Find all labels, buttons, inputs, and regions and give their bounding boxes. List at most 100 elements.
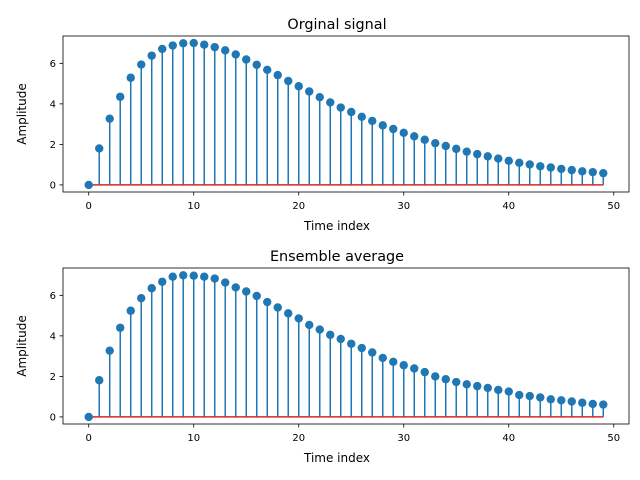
x-tick-label: 0 — [86, 201, 92, 212]
y-tick-label: 2 — [50, 140, 56, 151]
data-point — [105, 346, 114, 355]
data-point — [116, 323, 125, 332]
y-tick-label: 4 — [50, 99, 56, 110]
data-point — [263, 297, 272, 307]
data-point — [431, 372, 440, 381]
data-point — [504, 387, 513, 396]
data-point — [588, 399, 597, 409]
plot-title: Ensemble average — [270, 249, 404, 265]
data-point — [599, 168, 608, 178]
data-point — [483, 383, 492, 393]
data-point — [84, 412, 93, 422]
data-point — [263, 65, 272, 75]
data-point — [378, 353, 387, 363]
x-tick-label: 30 — [397, 433, 410, 444]
subplot-ensemble-average: Ensemble average 0 10 20 30 40 50 0 2 4 6 Time in… — [15, 249, 630, 465]
x-axis-label: Time index — [303, 219, 370, 233]
data-point — [399, 361, 408, 370]
plot-frame — [62, 267, 630, 425]
data-point — [242, 55, 251, 64]
y-tick-label: 6 — [50, 291, 56, 302]
data-point — [578, 167, 587, 176]
data-point — [462, 147, 471, 156]
data-point — [95, 144, 104, 153]
y-axis-label: Amplitude — [15, 83, 29, 145]
x-tick-label: 10 — [187, 201, 200, 212]
x-tick-label: 20 — [292, 201, 305, 212]
data-point — [284, 76, 293, 86]
data-point — [336, 334, 345, 344]
data-point — [389, 124, 398, 134]
axis-ticks: 0 10 20 30 40 50 0 2 4 6 — [50, 59, 621, 212]
data-point — [116, 92, 125, 101]
data-point — [567, 165, 576, 175]
x-tick-label: 40 — [502, 433, 515, 444]
data-point — [315, 325, 324, 334]
subplot-original-signal: Orginal signal 0 10 20 30 40 50 0 2 4 6 Time inde… — [15, 17, 630, 233]
data-point — [599, 400, 608, 409]
data-point — [536, 162, 545, 171]
data-point — [515, 158, 524, 168]
data-point — [452, 377, 461, 387]
data-point — [231, 283, 240, 292]
data-point — [326, 330, 335, 340]
data-point — [126, 306, 135, 315]
data-point — [168, 272, 177, 281]
y-tick-label: 0 — [50, 412, 56, 423]
data-point — [494, 385, 503, 395]
data-point — [578, 398, 587, 407]
data-point — [242, 287, 251, 296]
data-point — [525, 160, 534, 169]
data-point — [441, 375, 450, 384]
data-point — [315, 92, 324, 102]
data-point — [137, 293, 146, 303]
data-point — [221, 46, 230, 55]
data-point — [515, 390, 524, 400]
data-point — [95, 376, 104, 385]
y-tick-label: 6 — [50, 59, 56, 70]
data-point — [588, 167, 597, 177]
stem-series — [84, 38, 608, 190]
data-point — [179, 39, 188, 48]
data-point — [200, 272, 209, 281]
data-point — [389, 357, 398, 367]
x-axis-label: Time index — [303, 451, 370, 465]
data-point — [494, 154, 503, 163]
data-point — [273, 303, 282, 312]
x-tick-label: 50 — [607, 433, 620, 444]
data-point — [126, 73, 135, 82]
y-tick-label: 0 — [50, 180, 56, 191]
data-point — [504, 156, 513, 165]
data-point — [557, 164, 566, 174]
data-point — [410, 364, 419, 373]
data-point — [441, 141, 450, 151]
data-point — [147, 51, 156, 60]
data-point — [336, 103, 345, 112]
x-tick-label: 30 — [397, 201, 410, 212]
data-point — [305, 87, 314, 96]
data-point — [368, 348, 377, 357]
data-point — [284, 309, 293, 318]
data-point — [84, 180, 93, 190]
y-tick-label: 4 — [50, 331, 56, 342]
data-point — [378, 121, 387, 130]
data-point — [473, 381, 482, 391]
data-point — [273, 70, 282, 80]
data-point — [326, 98, 335, 107]
data-point — [158, 277, 167, 286]
axis-ticks: 0 10 20 30 40 50 0 2 4 6 — [50, 291, 621, 444]
data-point — [347, 339, 356, 348]
data-point — [210, 274, 219, 283]
x-tick-label: 0 — [86, 433, 92, 444]
plot-frame — [62, 35, 630, 193]
data-point — [357, 112, 366, 122]
data-point — [420, 367, 429, 377]
data-point — [252, 291, 261, 301]
data-point — [567, 397, 576, 406]
data-point — [473, 149, 482, 159]
data-point — [357, 343, 366, 353]
data-point — [368, 116, 377, 126]
data-point — [231, 50, 240, 59]
data-point — [536, 393, 545, 402]
